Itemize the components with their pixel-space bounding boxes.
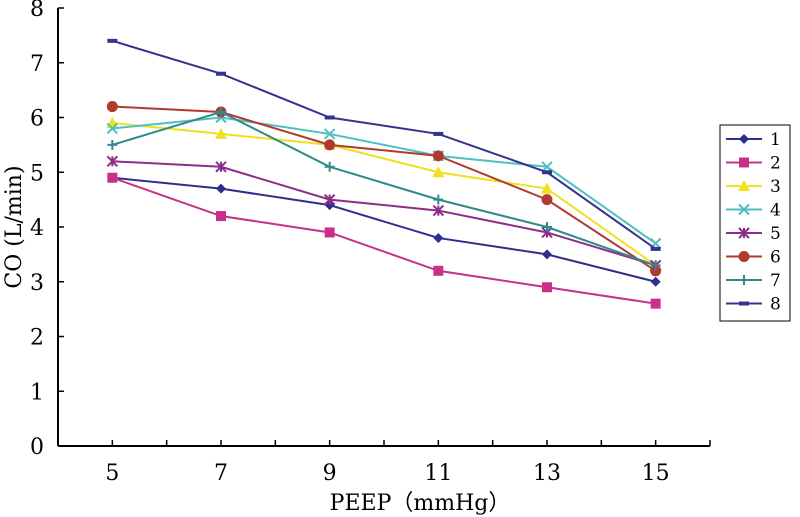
data-point-2 [650, 298, 661, 309]
x-tick-label: 5 [105, 461, 119, 486]
legend-item-5: 5 [726, 224, 781, 244]
data-point-8 [216, 71, 226, 76]
y-tick-label: 4 [30, 216, 44, 241]
series-7 [107, 107, 661, 271]
legend-marker-6 [738, 251, 750, 262]
y-tick-label: 5 [30, 161, 44, 186]
data-point-7 [324, 161, 335, 172]
data-point-5 [106, 155, 119, 168]
y-tick-label: 2 [30, 326, 44, 351]
y-tick-label: 8 [30, 0, 44, 22]
x-tick-label: 9 [323, 461, 337, 486]
legend-item-6: 6 [726, 248, 781, 268]
legend-item-2: 2 [726, 154, 781, 174]
series-line-3 [112, 121, 657, 267]
legend-item-8: 8 [726, 295, 781, 315]
data-point-5 [432, 204, 445, 217]
data-point-2 [542, 282, 552, 293]
legend-label-7: 7 [770, 271, 781, 291]
data-point-3 [215, 127, 227, 139]
data-point-2 [433, 265, 444, 276]
data-point-4 [323, 128, 336, 140]
y-tick-label: 6 [30, 107, 44, 132]
data-point-4 [106, 122, 119, 135]
data-point-7 [650, 260, 661, 271]
series-line-5 [112, 160, 656, 267]
legend-marker-4 [738, 203, 750, 216]
y-tick-label: 3 [30, 271, 44, 296]
series-layer [106, 38, 662, 309]
data-point-8 [542, 170, 552, 175]
data-point-3 [432, 166, 445, 178]
data-point-7 [107, 139, 118, 150]
y-tick-label: 1 [30, 380, 44, 405]
data-point-5 [323, 193, 336, 206]
legend-marker-1 [739, 134, 749, 144]
legend-box [719, 124, 791, 322]
series-line-7 [112, 110, 656, 267]
data-point-8 [107, 38, 118, 43]
data-point-2 [324, 227, 335, 238]
x-tick-label: 11 [424, 461, 452, 486]
data-point-7 [542, 222, 552, 232]
legend: 1 2 3 4 5 6 7 8 [719, 124, 791, 322]
legend-label-2: 2 [770, 154, 781, 174]
legend-marker-5 [738, 227, 750, 239]
legend-item-1: 1 [726, 130, 781, 150]
legend-label-8: 8 [770, 295, 781, 315]
legend-label-4: 4 [770, 201, 781, 221]
x-tick-label: 15 [642, 461, 670, 486]
data-point-7 [433, 194, 444, 205]
legend-marker-8 [739, 301, 749, 306]
series-line-1 [112, 176, 656, 283]
x-axis-title: PEEP（mmHg） [330, 491, 511, 516]
y-tick-label: 0 [30, 435, 44, 460]
series-8 [107, 38, 661, 251]
legend-label-3: 3 [770, 177, 781, 197]
legend-marker-7 [739, 275, 749, 285]
series-2 [107, 172, 661, 309]
data-point-7 [216, 107, 226, 118]
series-1 [107, 172, 661, 287]
series-line-6 [112, 105, 657, 272]
data-point-5 [215, 161, 227, 173]
series-5 [106, 155, 662, 272]
data-point-6 [650, 265, 662, 277]
legend-item-3: 3 [726, 177, 781, 197]
data-point-6 [541, 194, 553, 206]
data-point-6 [324, 139, 336, 151]
x-tick-label: 7 [214, 461, 228, 486]
series-line-2 [112, 176, 656, 305]
legend-item-4: 4 [726, 201, 781, 221]
data-point-2 [216, 211, 226, 222]
y-tick-label: 7 [30, 52, 44, 77]
data-point-1 [542, 249, 552, 260]
data-point-1 [650, 276, 661, 287]
data-point-1 [216, 183, 226, 194]
legend-marker-3 [738, 180, 750, 191]
data-point-8 [433, 131, 444, 136]
data-point-8 [650, 246, 661, 251]
x-tick-label: 13 [533, 461, 561, 486]
legend-marker-2 [739, 157, 749, 168]
legend-item-7: 7 [726, 271, 781, 291]
data-point-6 [106, 101, 118, 113]
series-4 [106, 111, 662, 250]
data-point-6 [432, 150, 444, 162]
axes: 0 1 2 3 4 5 6 7 8 5 7 9 11 13 15 [30, 0, 711, 486]
data-point-2 [107, 172, 118, 183]
data-point-8 [324, 115, 335, 120]
data-point-1 [433, 232, 444, 243]
legend-label-6: 6 [770, 248, 781, 268]
series-line-4 [112, 116, 657, 245]
y-axis-title: CO (L/min) [2, 165, 27, 288]
series-line-8 [112, 39, 657, 250]
legend-label-5: 5 [770, 224, 781, 244]
data-point-3 [541, 182, 553, 194]
legend-label-1: 1 [770, 130, 781, 150]
